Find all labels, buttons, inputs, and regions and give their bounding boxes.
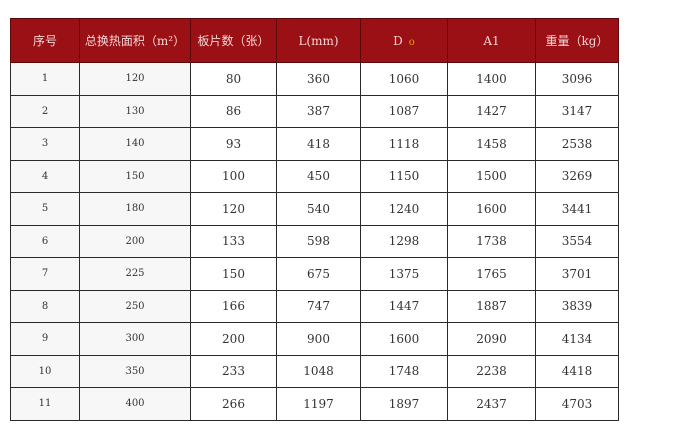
cell-area: 225 <box>79 257 191 291</box>
cell-d: 1118 <box>360 127 448 161</box>
cell-length: 450 <box>276 159 361 193</box>
table-row: 6 200 133 598 1298 1738 3554 <box>10 224 619 258</box>
cell-a1: 1400 <box>447 62 536 96</box>
cell-weight: 3554 <box>535 224 619 258</box>
cell-a1: 2437 <box>447 387 536 421</box>
cell-index: 7 <box>10 257 80 291</box>
table-row: 11 400 266 1197 1897 2437 4703 <box>10 387 619 421</box>
cell-a1: 1458 <box>447 127 536 161</box>
cell-a1: 1500 <box>447 159 536 193</box>
table-row: 2 130 86 387 1087 1427 3147 <box>10 94 619 128</box>
cell-weight: 3701 <box>535 257 619 291</box>
cell-area: 120 <box>79 62 191 96</box>
cell-area: 400 <box>79 387 191 421</box>
cell-d: 1240 <box>360 192 448 226</box>
table-row: 9 300 200 900 1600 2090 4134 <box>10 322 619 356</box>
dot-mark: o <box>408 36 415 48</box>
cell-area: 200 <box>79 224 191 258</box>
cell-plates: 133 <box>190 224 277 258</box>
table-row: 3 140 93 418 1118 1458 2538 <box>10 127 619 161</box>
table-row: 1 120 80 360 1060 1400 3096 <box>10 62 619 96</box>
cell-index: 3 <box>10 127 80 161</box>
cell-length: 900 <box>276 322 361 356</box>
cell-index: 1 <box>10 62 80 96</box>
cell-d: 1447 <box>360 289 448 323</box>
cell-a1: 2238 <box>447 354 536 388</box>
cell-d: 1150 <box>360 159 448 193</box>
table-row: 4 150 100 450 1150 1500 3269 <box>10 159 619 193</box>
cell-index: 2 <box>10 94 80 128</box>
cell-area: 140 <box>79 127 191 161</box>
cell-index: 11 <box>10 387 80 421</box>
table-row: 8 250 166 747 1447 1887 3839 <box>10 289 619 323</box>
cell-length: 360 <box>276 62 361 96</box>
cell-plates: 120 <box>190 192 277 226</box>
cell-weight: 2538 <box>535 127 619 161</box>
cell-a1: 1765 <box>447 257 536 291</box>
cell-area: 150 <box>79 159 191 193</box>
header-weight: 重量（kg） <box>535 18 619 63</box>
header-area: 总换热面积（m²） <box>79 18 191 63</box>
cell-d: 1087 <box>360 94 448 128</box>
cell-weight: 3096 <box>535 62 619 96</box>
cell-d: 1375 <box>360 257 448 291</box>
header-plates: 板片数（张） <box>190 18 277 63</box>
cell-area: 180 <box>79 192 191 226</box>
cell-area: 300 <box>79 322 191 356</box>
cell-plates: 150 <box>190 257 277 291</box>
cell-a1: 2090 <box>447 322 536 356</box>
cell-length: 747 <box>276 289 361 323</box>
cell-weight: 3839 <box>535 289 619 323</box>
cell-area: 350 <box>79 354 191 388</box>
cell-a1: 1738 <box>447 224 536 258</box>
cell-weight: 4703 <box>535 387 619 421</box>
cell-plates: 166 <box>190 289 277 323</box>
cell-plates: 80 <box>190 62 277 96</box>
cell-d: 1060 <box>360 62 448 96</box>
cell-length: 675 <box>276 257 361 291</box>
cell-a1: 1427 <box>447 94 536 128</box>
cell-length: 540 <box>276 192 361 226</box>
cell-plates: 100 <box>190 159 277 193</box>
cell-d: 1600 <box>360 322 448 356</box>
cell-weight: 4134 <box>535 322 619 356</box>
cell-index: 4 <box>10 159 80 193</box>
table-row: 7 225 150 675 1375 1765 3701 <box>10 257 619 291</box>
cell-index: 5 <box>10 192 80 226</box>
cell-plates: 200 <box>190 322 277 356</box>
cell-a1: 1887 <box>447 289 536 323</box>
header-a1: A1 <box>447 18 536 63</box>
cell-d: 1748 <box>360 354 448 388</box>
cell-index: 10 <box>10 354 80 388</box>
cell-plates: 86 <box>190 94 277 128</box>
header-length: L(mm) <box>276 18 361 63</box>
cell-plates: 233 <box>190 354 277 388</box>
cell-index: 6 <box>10 224 80 258</box>
cell-weight: 3147 <box>535 94 619 128</box>
cell-length: 1048 <box>276 354 361 388</box>
cell-weight: 3269 <box>535 159 619 193</box>
cell-length: 598 <box>276 224 361 258</box>
cell-plates: 93 <box>190 127 277 161</box>
cell-area: 250 <box>79 289 191 323</box>
cell-length: 418 <box>276 127 361 161</box>
cell-a1: 1600 <box>447 192 536 226</box>
cell-weight: 4418 <box>535 354 619 388</box>
table-row: 10 350 233 1048 1748 2238 4418 <box>10 354 619 388</box>
cell-area: 130 <box>79 94 191 128</box>
cell-length: 1197 <box>276 387 361 421</box>
header-index: 序号 <box>10 18 80 63</box>
cell-index: 9 <box>10 322 80 356</box>
cell-d: 1298 <box>360 224 448 258</box>
cell-weight: 3441 <box>535 192 619 226</box>
cell-index: 8 <box>10 289 80 323</box>
header-d-label: D <box>393 33 403 48</box>
table-row: 5 180 120 540 1240 1600 3441 <box>10 192 619 226</box>
cell-d: 1897 <box>360 387 448 421</box>
cell-length: 387 <box>276 94 361 128</box>
cell-plates: 266 <box>190 387 277 421</box>
